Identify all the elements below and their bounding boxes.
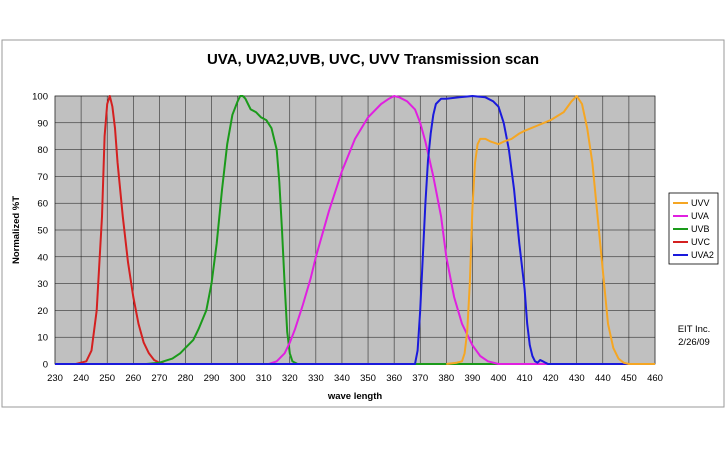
y-tick-label: 80 (37, 145, 48, 156)
x-tick-label: 260 (125, 373, 141, 384)
y-tick-label: 70 (37, 172, 48, 183)
x-tick-label: 410 (517, 373, 533, 384)
annotation-company: EIT Inc. (678, 324, 711, 335)
y-tick-label: 10 (37, 333, 48, 344)
series-line-uvb (107, 95, 655, 365)
y-tick-labels: 0 10 20 30 40 50 60 70 80 90 100 (32, 92, 48, 371)
x-tick-label: 310 (256, 373, 272, 384)
x-tick-label: 420 (543, 373, 559, 384)
chart-title: UVA, UVA2,UVB, UVC, UVV Transmission sca… (207, 51, 539, 68)
x-axis-label: wave length (327, 391, 383, 402)
y-tick-label: 0 (43, 360, 48, 371)
x-tick-label: 340 (334, 373, 350, 384)
x-tick-label: 460 (647, 373, 663, 384)
legend-label-uvc: UVC (691, 237, 711, 247)
y-tick-label: 90 (37, 118, 48, 129)
x-tick-label: 240 (73, 373, 89, 384)
legend-label-uvv: UVV (691, 198, 710, 208)
y-tick-label: 20 (37, 306, 48, 317)
x-tick-label: 250 (99, 373, 115, 384)
series-line-uva2 (55, 95, 655, 365)
x-tick-label: 350 (360, 373, 376, 384)
y-tick-label: 30 (37, 279, 48, 290)
legend-label-uva2: UVA2 (691, 250, 714, 260)
series-layer (55, 95, 655, 365)
x-tick-label: 370 (412, 373, 428, 384)
x-tick-label: 270 (151, 373, 167, 384)
x-tick-labels: 230 240 250 260 270 280 290 300 310 320 330 340 350 3… (47, 373, 663, 384)
x-tick-label: 320 (282, 373, 298, 384)
x-tick-label: 380 (438, 373, 454, 384)
legend: UVV UVA UVB UVC UVA2 (673, 198, 714, 260)
legend-label-uva: UVA (691, 211, 709, 221)
x-tick-label: 400 (491, 373, 507, 384)
x-tick-label: 450 (621, 373, 637, 384)
y-axis-label: Normalized %T (11, 196, 22, 264)
y-tick-label: 100 (32, 92, 48, 103)
y-tick-label: 60 (37, 199, 48, 210)
gridlines (54, 95, 656, 365)
x-tick-label: 440 (595, 373, 611, 384)
x-tick-label: 360 (386, 373, 402, 384)
legend-label-uvb: UVB (691, 224, 710, 234)
x-tick-label: 300 (230, 373, 246, 384)
annotation-date: 2/26/09 (678, 337, 710, 348)
x-tick-label: 330 (308, 373, 324, 384)
y-tick-label: 40 (37, 252, 48, 263)
series-line-uva (237, 95, 655, 365)
x-tick-label: 230 (47, 373, 63, 384)
x-tick-label: 290 (204, 373, 220, 384)
series-line-uvv (446, 95, 655, 365)
x-tick-label: 390 (464, 373, 480, 384)
x-tick-label: 280 (178, 373, 194, 384)
x-tick-label: 430 (569, 373, 585, 384)
y-tick-label: 50 (37, 226, 48, 237)
